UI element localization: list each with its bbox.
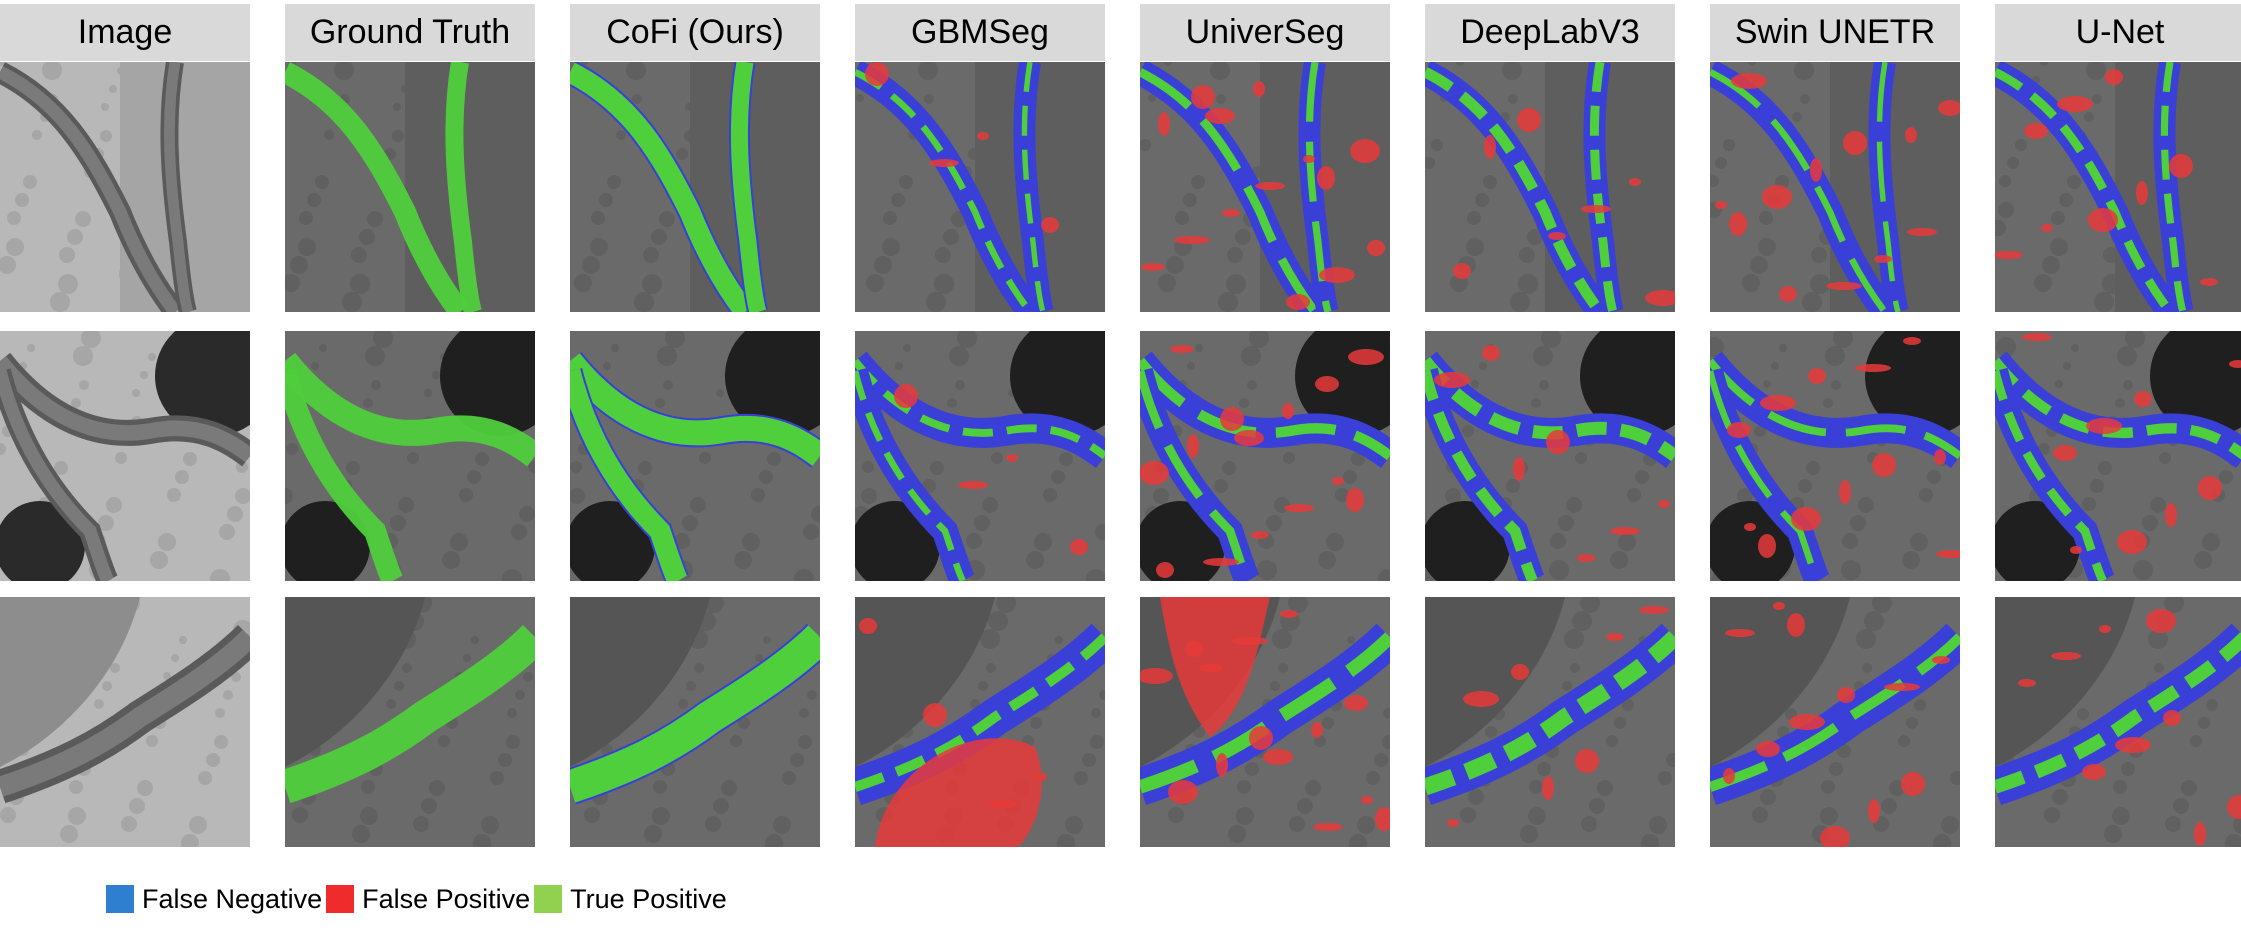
column-4: UniverSeg (1140, 4, 1390, 61)
image-tile-r1-c1 (0, 62, 250, 312)
image-tile-r2-c4 (855, 331, 1105, 581)
image-tile-r2-c5 (1140, 331, 1390, 581)
image-tile-r3-c2 (285, 597, 535, 847)
image-tile-r2-c3 (570, 331, 820, 581)
image-tile-r3-c5 (1140, 597, 1390, 847)
image-tile-r1-c4 (855, 62, 1105, 312)
image-tile-r1-c2 (285, 62, 535, 312)
column-header: GBMSeg (855, 4, 1105, 61)
legend-label: True Positive (570, 883, 727, 914)
legend-label: False Positive (362, 883, 531, 914)
image-tile-r3-c6 (1425, 597, 1675, 847)
legend-item-false-negative: False Negative (106, 884, 324, 915)
column-header: Swin UNETR (1710, 4, 1960, 61)
image-tile-r2-c1 (0, 331, 250, 581)
image-tile-r1-c6 (1425, 62, 1675, 312)
column-2: CoFi (Ours) (570, 4, 820, 61)
column-header: DeepLabV3 (1425, 4, 1675, 61)
column-header: Image (0, 4, 250, 61)
true-positive-swatch (534, 885, 563, 913)
column-header: UniverSeg (1140, 4, 1390, 61)
column-header: U-Net (1995, 4, 2241, 61)
image-tile-r1-c5 (1140, 62, 1390, 312)
image-tile-r2-c8 (1995, 331, 2241, 581)
column-7: U-Net (1995, 4, 2241, 61)
image-tile-r1-c7 (1710, 62, 1960, 312)
false-negative-swatch (106, 885, 134, 913)
image-tile-r2-c7 (1710, 331, 1960, 581)
image-tile-r3-c8 (1995, 597, 2241, 847)
image-tile-r1-c8 (1995, 62, 2241, 312)
image-tile-r1-c3 (570, 62, 820, 312)
image-tile-r3-c1 (0, 597, 250, 847)
column-6: Swin UNETR (1710, 4, 1960, 61)
column-1: Ground Truth (285, 4, 535, 61)
column-0: Image (0, 4, 250, 61)
image-tile-r2-c2 (285, 331, 535, 581)
column-header: CoFi (Ours) (570, 4, 820, 61)
legend-item-false-positive: False Positive (326, 884, 532, 915)
legend-item-true-positive: True Positive (534, 884, 729, 915)
column-5: DeepLabV3 (1425, 4, 1675, 61)
column-header: Ground Truth (285, 4, 535, 61)
image-tile-r3-c4 (855, 597, 1105, 847)
false-positive-swatch (326, 885, 355, 913)
image-tile-r3-c7 (1710, 597, 1960, 847)
image-tile-r2-c6 (1425, 331, 1675, 581)
comparison-grid: Image Ground Truth CoFi (Ours) GBMSeg Univer… (0, 4, 2241, 847)
column-3: GBMSeg (855, 4, 1105, 61)
legend: False Negative False Positive True Posit… (106, 882, 731, 916)
image-tile-r3-c3 (570, 597, 820, 847)
legend-label: False Negative (142, 883, 323, 914)
